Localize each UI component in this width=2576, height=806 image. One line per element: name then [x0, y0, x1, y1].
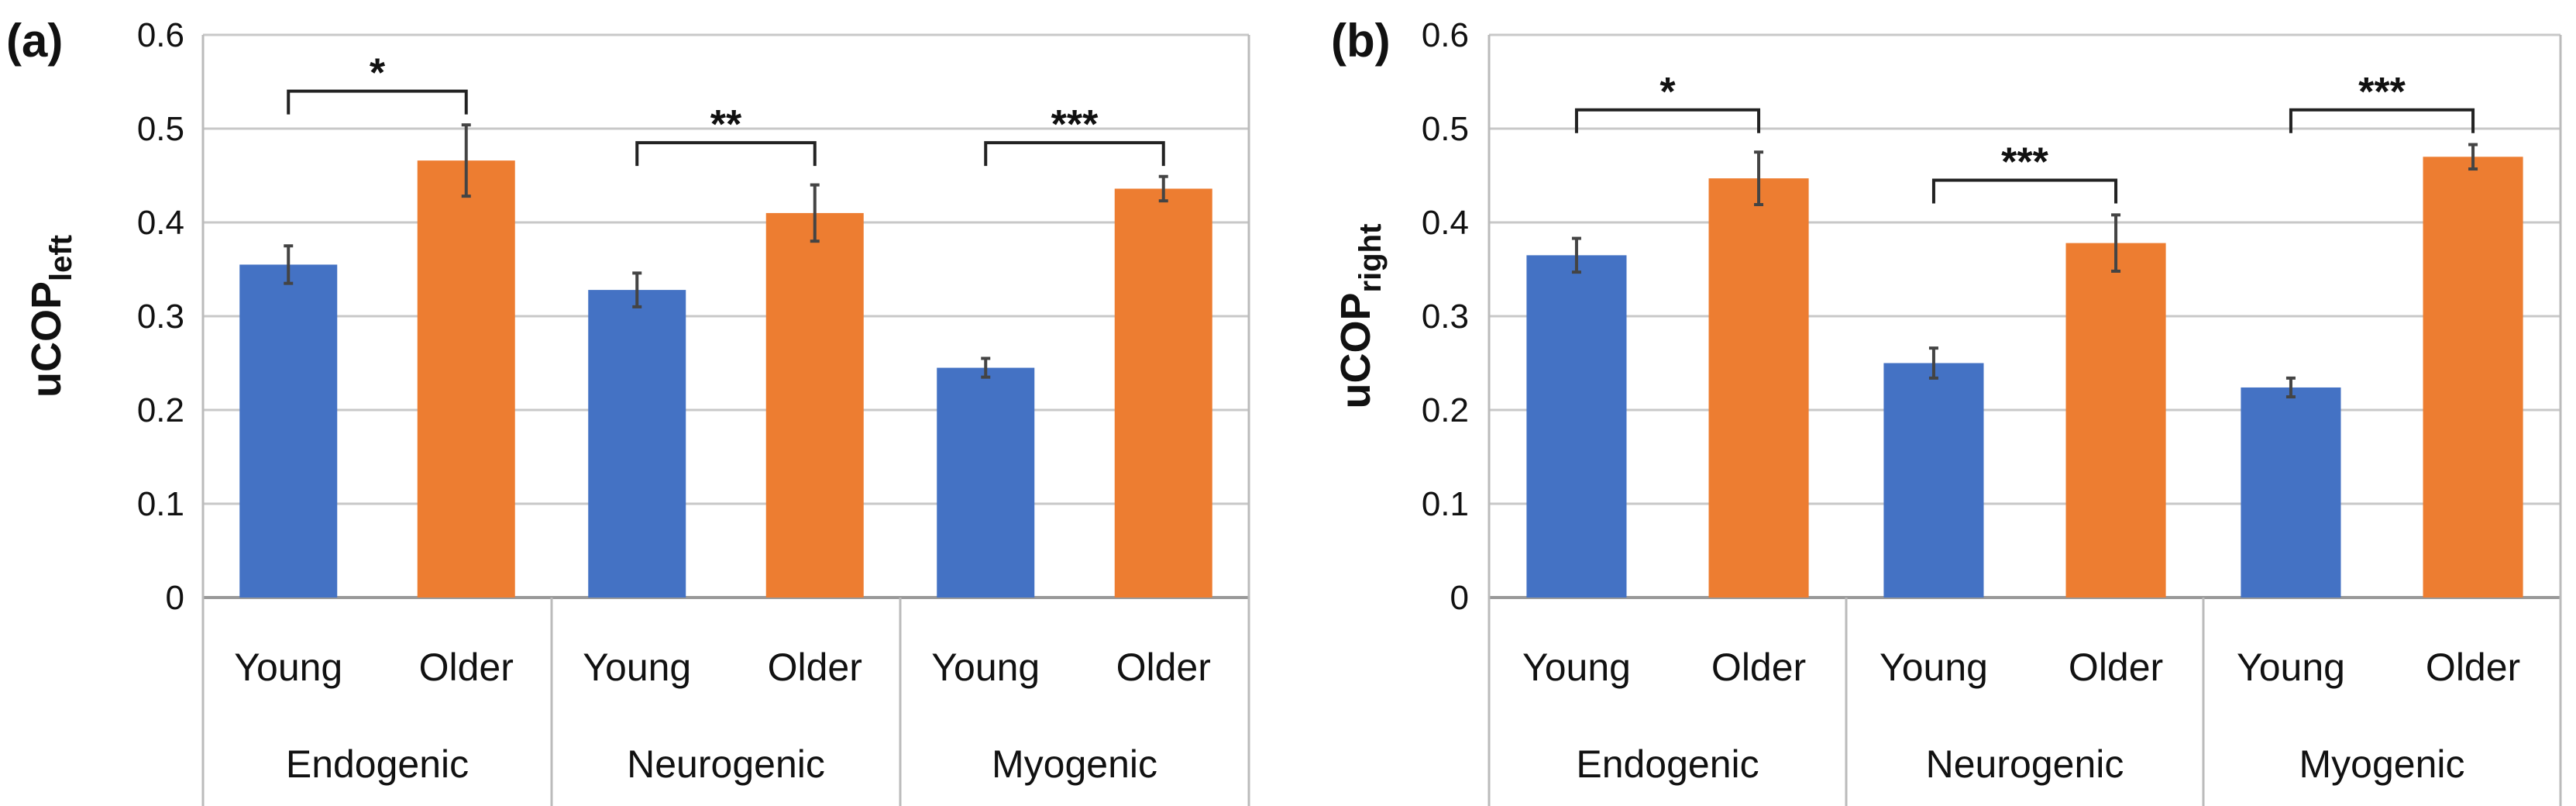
y-tick-label: 0.2 [137, 391, 184, 429]
y-tick-label: 0.6 [1422, 16, 1469, 54]
y-axis-label-sub: left [44, 235, 78, 281]
y-axis-label: uCOPleft [23, 235, 78, 398]
y-axis-label-sub: right [1353, 224, 1388, 293]
group-label: Endogenic [1576, 742, 1759, 786]
bar-older-neurogenic [2065, 243, 2166, 598]
significance-bracket [1931, 178, 2118, 204]
bar-older-neurogenic [765, 212, 864, 598]
bar-older-myogenic [1114, 188, 1212, 598]
group-label: Neurogenic [627, 742, 825, 786]
significance-label: *** [2001, 140, 2048, 185]
bar-young-endogenic [239, 264, 338, 598]
y-tick-label: 0.4 [1422, 204, 1469, 242]
panel-b: 0 0.1 0.2 0.3 0.4 0.5 0.6 (b) uCOPright Young Olde… [1331, 15, 2562, 806]
group-label: Neurogenic [1926, 742, 2124, 786]
y-tick-label: 0.4 [137, 204, 184, 242]
y-tick-label: 0.3 [1422, 298, 1469, 336]
category-label: Young [931, 646, 1040, 689]
significance-label: ** [710, 102, 742, 147]
category-label: Older [1116, 646, 1211, 689]
significance-bracket [287, 89, 468, 115]
category-label: Young [1880, 646, 1988, 689]
bar-young-myogenic [937, 367, 1035, 598]
category-label: Older [768, 646, 862, 689]
y-axis-label-main: uCOP [1333, 292, 1379, 408]
group-label: Myogenic [2299, 742, 2465, 786]
significance-bracket [635, 141, 817, 167]
bar-young-neurogenic [1883, 363, 1984, 598]
y-tick-label: 0.1 [1422, 485, 1469, 523]
panel-label: (b) [1331, 15, 1391, 67]
bar-young-endogenic [1526, 255, 1627, 598]
group-label: Myogenic [992, 742, 1157, 786]
group-label: Endogenic [286, 742, 469, 786]
y-tick-label: 0.3 [137, 298, 184, 336]
category-label: Young [2237, 646, 2345, 689]
bar-young-myogenic [2241, 387, 2341, 598]
category-label: Older [419, 646, 514, 689]
panel-label: (a) [6, 15, 63, 67]
category-label: Older [2426, 646, 2520, 689]
panel-a: 0 0.1 0.2 0.3 0.4 0.5 0.6 (a) uCOPleft Young Older… [6, 15, 1250, 806]
category-label: Older [2069, 646, 2163, 689]
significance-label: *** [1051, 102, 1099, 147]
bar-young-neurogenic [588, 290, 686, 598]
y-tick-label: 0 [166, 579, 184, 617]
y-axis-label-main: uCOP [23, 281, 70, 398]
bar-older-myogenic [2423, 157, 2523, 598]
category-label: Young [1522, 646, 1631, 689]
significance-bracket [984, 141, 1165, 167]
significance-label: *** [2358, 70, 2406, 115]
y-tick-label: 0.2 [1422, 391, 1469, 429]
bar-older-endogenic [1708, 178, 1809, 598]
y-tick-label: 0 [1450, 579, 1469, 617]
y-tick-label: 0.5 [137, 110, 184, 148]
significance-bracket [2289, 108, 2475, 133]
significance-bracket [1574, 108, 1761, 133]
y-tick-label: 0.5 [1422, 110, 1469, 148]
y-tick-label: 0.6 [137, 16, 184, 54]
category-label: Young [234, 646, 342, 689]
significance-label: * [370, 51, 386, 96]
category-label: Older [1711, 646, 1806, 689]
category-label: Young [583, 646, 691, 689]
bar-older-endogenic [417, 160, 515, 598]
y-axis-label: uCOPright [1333, 224, 1388, 409]
significance-label: * [1659, 70, 1676, 115]
y-tick-label: 0.1 [137, 485, 184, 523]
